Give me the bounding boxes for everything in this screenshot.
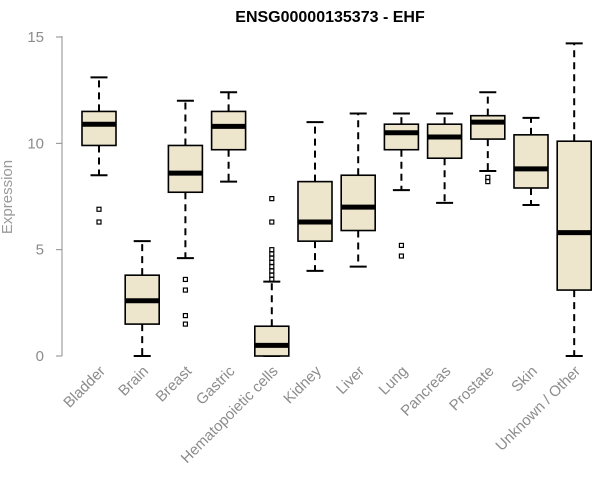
x-tick-label: Breast [153, 362, 196, 405]
chart-title: ENSG00000135373 - EHF [235, 9, 425, 26]
iqr-box [469, 114, 506, 140]
outlier-point [182, 312, 188, 319]
x-tick-label: Liver [333, 363, 368, 398]
x-tick-label: Skin [508, 363, 541, 396]
outlier-point [269, 272, 275, 278]
iqr-box [383, 123, 420, 151]
y-tick-label: 10 [27, 135, 44, 152]
iqr-box [81, 110, 117, 147]
x-tick-label: Brain [115, 363, 152, 400]
outlier-point [485, 179, 491, 185]
y-tick-label: 0 [36, 348, 44, 365]
y-ticks: 0 5 10 15 [27, 29, 62, 365]
outlier-point [269, 219, 275, 225]
outlier-point [485, 174, 491, 180]
box-unknown-other [556, 42, 593, 357]
outlier-point [269, 276, 275, 283]
x-tick-label: Bladder [60, 363, 109, 412]
box-skin [513, 116, 549, 207]
outlier-point [182, 276, 188, 283]
box-hematopoietic-cells [254, 196, 290, 357]
iqr-box [340, 174, 377, 232]
iqr-box [210, 110, 247, 151]
outlier-point [398, 242, 404, 249]
y-tick-label: 5 [36, 242, 44, 259]
box-brain [124, 240, 160, 357]
box-lung [383, 112, 420, 259]
iqr-box [426, 123, 463, 160]
iqr-box [297, 180, 333, 242]
outlier-point [269, 268, 275, 274]
iqr-box [167, 144, 204, 194]
y-tick-label: 15 [27, 29, 44, 46]
outlier-point [269, 247, 275, 253]
y-axis-label: Expression [0, 160, 16, 234]
box-prostate [469, 91, 506, 185]
x-tick-label: Kidney [280, 362, 325, 407]
box-liver [340, 112, 377, 268]
outlier-point [398, 253, 404, 259]
outlier-point [269, 255, 275, 261]
box-bladder [81, 76, 117, 225]
x-tick-label: Lung [376, 363, 412, 399]
iqr-box [513, 134, 549, 189]
boxes [81, 42, 593, 357]
outlier-point [269, 196, 275, 202]
outlier-point [96, 206, 102, 212]
outlier-point [269, 259, 275, 266]
outlier-point [182, 321, 188, 327]
iqr-box [556, 140, 593, 291]
outlier-point [96, 219, 102, 225]
outlier-point [269, 251, 275, 257]
box-kidney [297, 121, 333, 272]
iqr-box [254, 325, 290, 357]
box-breast [167, 99, 204, 327]
box-pancreas [426, 112, 463, 204]
outlier-point [182, 287, 188, 293]
x-tick-label: Prostate [446, 363, 498, 415]
outlier-point [269, 264, 275, 270]
box-gastric [210, 91, 247, 183]
